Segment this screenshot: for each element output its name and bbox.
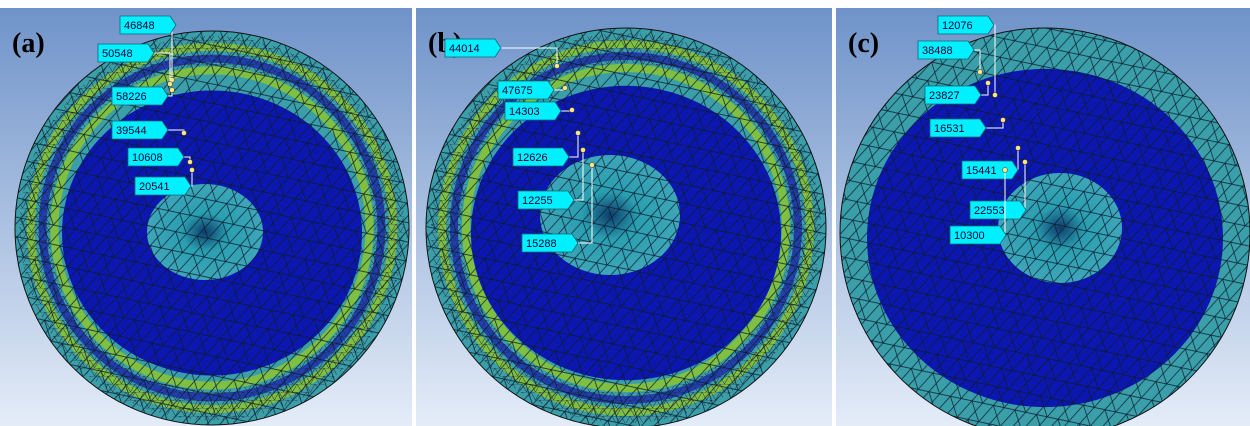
mesh	[840, 28, 1250, 426]
probe-point	[590, 163, 595, 168]
callout-value: 46848	[124, 20, 155, 32]
probe-point	[986, 81, 991, 86]
probe-point	[576, 131, 581, 136]
probe-point	[190, 168, 195, 173]
panel-label: (a)	[12, 28, 45, 59]
page: (a)468485054858226395441060820541(b)4401…	[0, 0, 1250, 426]
probe-point	[978, 70, 983, 75]
probe-point	[570, 108, 575, 113]
callout-value: 50548	[102, 48, 133, 60]
mesh	[15, 31, 409, 425]
probe-point	[1001, 118, 1006, 123]
callout-value: 14303	[509, 106, 540, 118]
callout-value: 12626	[517, 152, 548, 164]
callout-value: 20541	[139, 181, 170, 193]
probe-point	[188, 160, 193, 165]
callout-value: 47675	[502, 85, 533, 97]
callout-value: 58226	[116, 91, 147, 103]
callout-value: 15288	[526, 238, 557, 250]
callout-value: 38488	[922, 45, 953, 57]
probe-point	[993, 93, 998, 98]
callout-value: 16531	[934, 123, 965, 135]
callout-value: 23827	[929, 90, 960, 102]
mesh	[426, 28, 826, 426]
probe-point	[170, 88, 175, 93]
disk	[15, 31, 409, 425]
probe-point	[1003, 168, 1008, 173]
panel-label: (c)	[848, 28, 879, 59]
callout-value: 12076	[942, 20, 973, 32]
disk	[840, 28, 1250, 426]
probe-point	[1016, 146, 1021, 151]
panel: (c) 12076 38488 23827 16531 15441 22553 10300	[836, 8, 1250, 426]
callout-value: 10300	[954, 230, 985, 242]
probe-point	[1023, 160, 1028, 165]
disk	[426, 28, 826, 426]
callout-value: 39544	[116, 125, 147, 137]
probe-point	[182, 131, 187, 136]
probe-point	[168, 82, 173, 87]
probe-point	[563, 86, 568, 91]
figure: (a)468485054858226395441060820541(b)4401…	[0, 0, 1250, 426]
callout-value: 44014	[449, 43, 480, 55]
callout-value: 22553	[974, 205, 1005, 217]
callout-value: 10608	[132, 152, 163, 164]
callout-value: 15441	[966, 165, 997, 177]
panel: (a) 46848 50548 58226 39544 10608 20541	[0, 8, 412, 426]
callout-value: 12255	[522, 195, 553, 207]
probe-point	[581, 148, 586, 153]
probe-point	[555, 64, 560, 69]
